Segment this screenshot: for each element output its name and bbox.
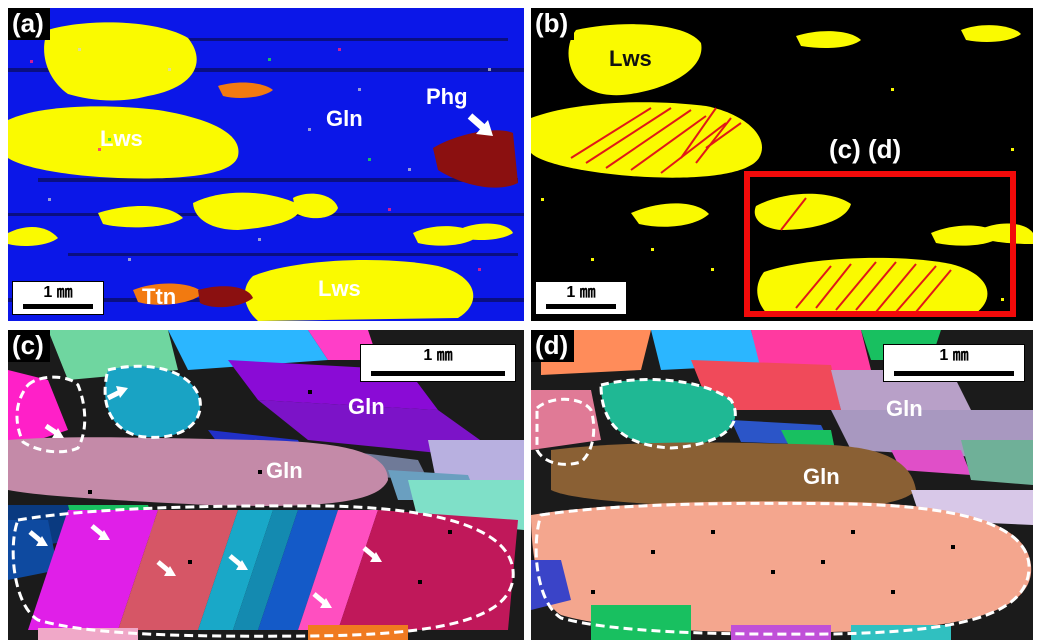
panel-label-d: (d)	[531, 330, 575, 362]
mineral-label-lws: Lws	[609, 46, 652, 71]
scale-bar-a: 1 ㎜	[12, 281, 104, 315]
scale-bar-label-c: 1 ㎜	[423, 347, 453, 364]
mineral-label-ttn: Ttn	[142, 284, 177, 309]
panel-label-c: (c)	[8, 330, 50, 362]
panel-b-twin-map: (b) Lws (c) (d) 1 ㎜	[531, 8, 1033, 321]
scale-bar-label-b: 1 ㎜	[566, 284, 596, 301]
panel-label-b: (b)	[531, 8, 575, 40]
panel-c-orientation-map: (c) Gln Gln 1 ㎜	[8, 330, 524, 640]
scale-bar-d: 1 ㎜	[883, 344, 1025, 382]
panel-label-a: (a)	[8, 8, 50, 40]
mineral-label-gln-top: Gln	[348, 394, 385, 419]
mineral-label-lws-upper: Lws	[100, 126, 143, 151]
mineral-label-lws-lower: Lws	[318, 276, 361, 301]
scale-bar-label-d: 1 ㎜	[939, 347, 969, 364]
inset-highlight-box	[744, 171, 1016, 317]
phase-map-a	[8, 22, 524, 321]
mineral-label-gln-mid: Gln	[803, 464, 840, 489]
scale-bar-c: 1 ㎜	[360, 344, 516, 382]
mineral-label-phg: Phg	[426, 84, 468, 109]
mineral-label-gln-mid: Gln	[266, 458, 303, 483]
twin-map-b	[531, 24, 1033, 316]
inset-location-label: (c) (d)	[829, 134, 902, 164]
panel-a-phase-map: (a) Gln Lws Lws Phg Ttn 1 ㎜	[8, 8, 524, 321]
scale-bar-label-a: 1 ㎜	[43, 284, 73, 301]
mineral-label-gln: Gln	[326, 106, 363, 131]
scale-bar-b: 1 ㎜	[535, 281, 627, 315]
panel-d-orientation-map: (d) Gln Gln 1 ㎜	[531, 330, 1033, 640]
mineral-label-gln-top: Gln	[886, 396, 923, 421]
